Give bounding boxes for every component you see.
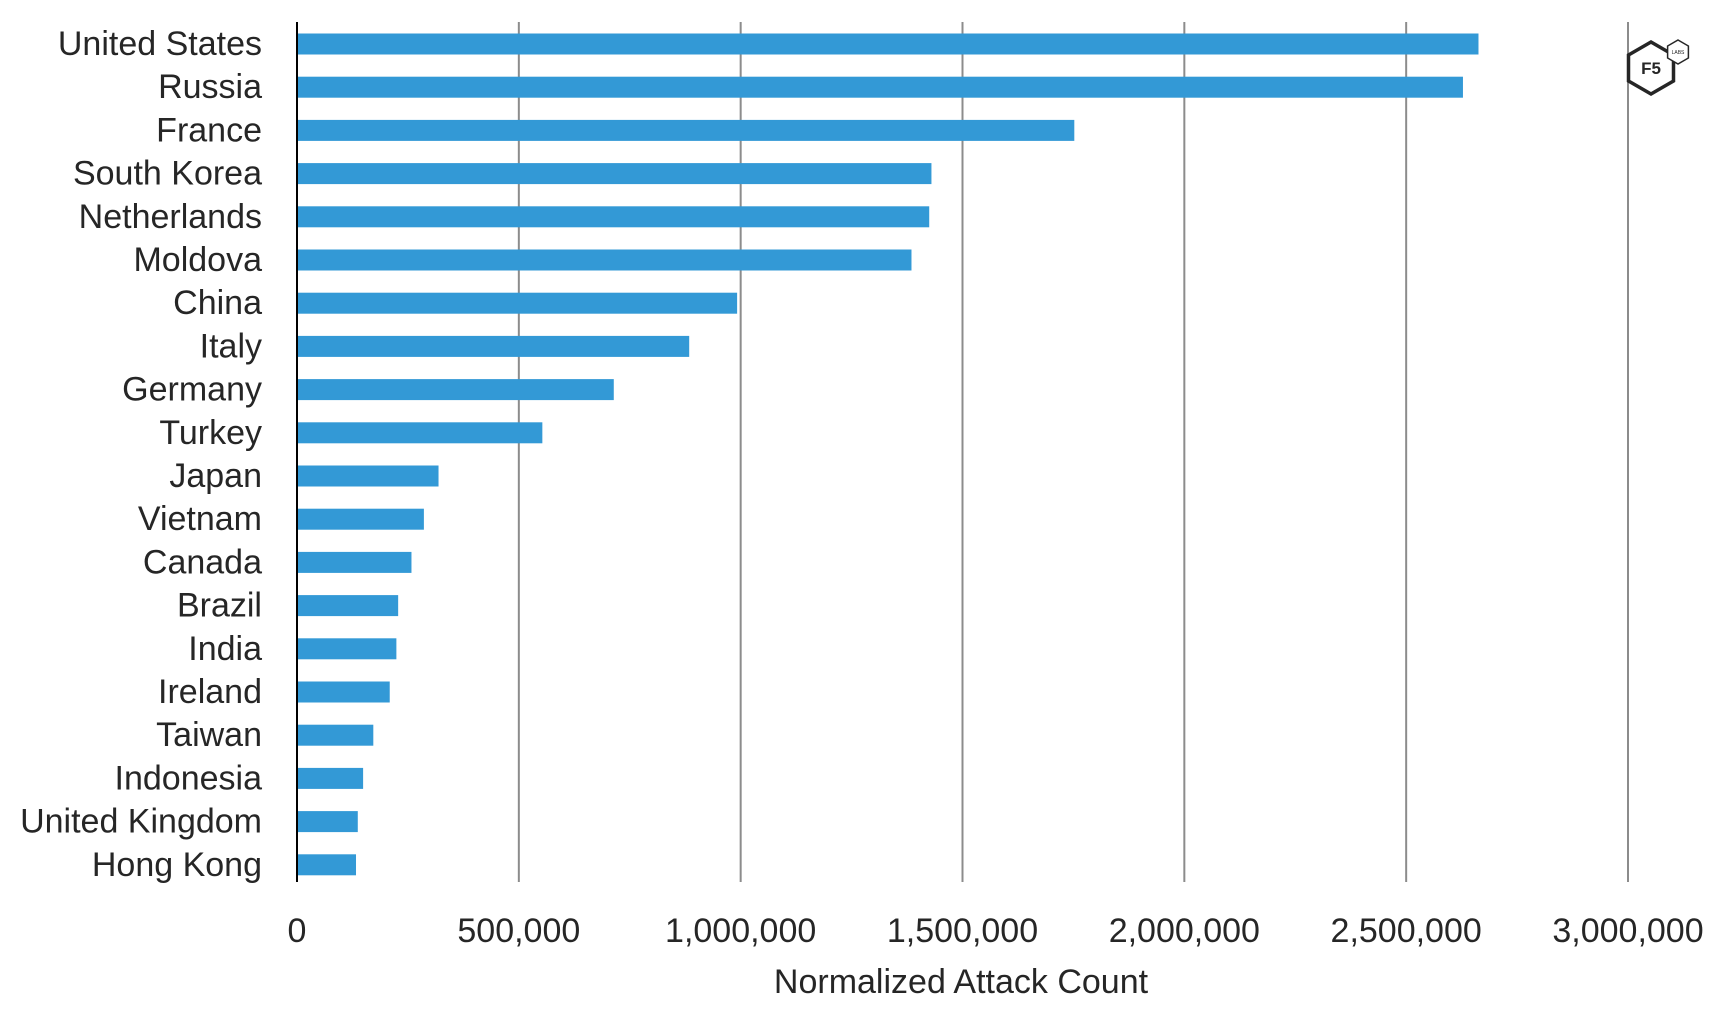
category-label: Japan [169, 457, 262, 495]
bar [298, 465, 439, 487]
category-label: China [173, 284, 262, 322]
bar [298, 767, 364, 789]
bar [298, 422, 543, 444]
x-tick-labels: 0 500,000 1,000,000 1,500,000 2,000,000 2,500… [288, 912, 1704, 950]
bar [298, 508, 424, 530]
x-tick-label: 2,000,000 [1109, 912, 1260, 950]
gridlines [517, 22, 1629, 882]
category-label: Ireland [158, 673, 262, 711]
category-label: Italy [200, 327, 262, 365]
category-label: Indonesia [115, 759, 263, 797]
category-label: India [188, 630, 262, 668]
bar [298, 551, 412, 573]
category-label: Taiwan [156, 716, 262, 754]
bar [298, 335, 690, 357]
category-label: Canada [143, 543, 262, 581]
logo-badge-icon [1666, 39, 1690, 65]
x-tick-label: 0 [288, 912, 307, 950]
f5-labs-logo: F5 LABS [1626, 39, 1690, 97]
bar [298, 681, 390, 703]
bar [298, 206, 930, 228]
category-label: Brazil [177, 587, 262, 625]
category-label: Turkey [159, 414, 262, 452]
bar [298, 76, 1463, 98]
bar [298, 249, 912, 271]
x-axis-title: Normalized Attack Count [774, 963, 1149, 1001]
x-tick-label: 1,000,000 [665, 912, 816, 950]
bars [298, 33, 1479, 876]
bar [298, 811, 358, 833]
x-tick-label: 500,000 [457, 912, 580, 950]
x-tick-label: 2,500,000 [1331, 912, 1482, 950]
bar [298, 292, 738, 314]
bar [298, 379, 614, 401]
category-label: Germany [122, 371, 262, 409]
bar [298, 854, 357, 876]
category-label: United Kingdom [20, 803, 262, 841]
x-tick-label: 3,000,000 [1552, 912, 1703, 950]
category-label: France [156, 111, 262, 149]
category-label: Vietnam [138, 500, 262, 538]
category-label: Russia [158, 68, 262, 106]
bar [298, 119, 1075, 141]
category-label: Netherlands [79, 198, 262, 236]
bar [298, 638, 397, 660]
bar [298, 724, 374, 746]
bar [298, 595, 399, 617]
category-label: South Korea [73, 155, 262, 193]
category-labels: United States Russia France South Korea Neth… [20, 25, 262, 884]
category-label: Hong Kong [92, 846, 262, 884]
category-label: United States [58, 25, 262, 63]
logo-badge-text: LABS [1672, 50, 1685, 56]
x-tick-label: 1,500,000 [887, 912, 1038, 950]
bar [298, 163, 932, 185]
category-label: Moldova [133, 241, 262, 279]
bar [298, 33, 1479, 55]
logo-text: F5 [1641, 59, 1661, 78]
